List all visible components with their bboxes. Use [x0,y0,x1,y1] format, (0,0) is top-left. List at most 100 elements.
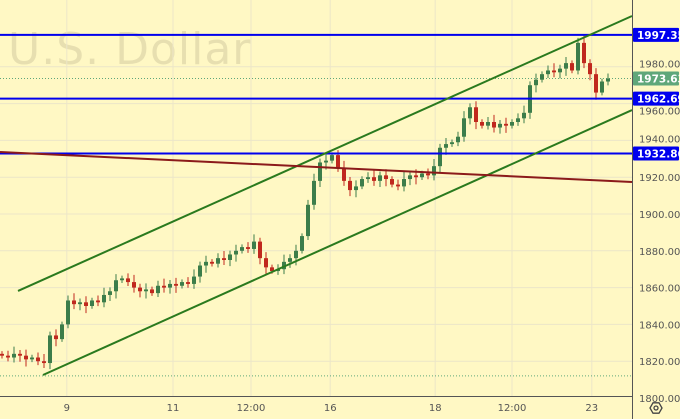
candle-body [480,122,484,126]
candle-body [102,294,106,303]
candle-body [0,353,4,356]
current-price-badge [633,71,679,86]
candle-body [228,254,232,260]
candle-body [78,302,82,305]
candle-body [24,355,28,360]
candle-body [150,289,154,294]
trend-line-channel-upper[interactable] [17,15,633,292]
time-axis [0,397,632,419]
candle-body [474,107,478,122]
candle-body [108,291,112,295]
level-price-badge [633,146,679,161]
current-price-label: 1973.63 [637,74,680,86]
candle-body [84,302,88,306]
candle-body [438,147,442,167]
candle-body [588,63,592,75]
candle-body [330,155,334,161]
candle-body [246,247,250,249]
candle-body [324,160,328,163]
candle-body [114,280,118,292]
candle-body [408,175,412,180]
candle-body [186,282,190,284]
candle-body [456,136,460,143]
candle-body [606,78,610,82]
candle-body [216,258,220,264]
price-tick-label: 1860.00 [639,284,680,295]
time-tick-label: 11 [167,403,180,414]
candle-body [366,177,370,180]
candle-body [576,42,580,71]
candle-body [504,123,508,126]
price-tick-label: 1960.00 [639,107,680,118]
candle-body [288,258,292,262]
price-tick-label: 1920.00 [639,173,680,184]
candle-body [540,74,544,80]
level-price-label: 1932.86 [637,149,680,161]
candle-body [384,175,388,180]
candle-body [402,179,406,187]
candle-body [336,155,340,168]
trend-line-resistance[interactable] [0,150,633,183]
price-tick-label: 1980.00 [639,60,680,71]
level-price-badge [633,27,679,42]
candle-body [360,179,364,187]
time-tick-label: 12:00 [237,403,266,414]
price-axis [633,0,680,419]
candle-body [372,177,376,181]
candle-body [156,285,160,294]
candle-body [432,166,436,176]
candle-body [420,173,424,178]
candle-body [120,278,124,281]
candle-body [30,357,34,360]
candle-body [390,179,394,185]
candle-body [12,353,16,358]
candle-body [516,118,520,122]
candle-body [234,250,238,255]
candle-body [192,276,196,284]
candle-body [348,180,352,191]
trend-line-channel-lower[interactable] [42,109,633,376]
price-tick-label: 1900.00 [639,210,680,221]
candle-body [450,142,454,145]
candle-body [552,70,556,73]
candle-body [468,107,472,119]
candle-body [462,118,466,137]
price-tick-label: 1940.00 [639,135,680,146]
candle-body [168,283,172,288]
candle-body [60,324,64,340]
price-tick-label: 1820.00 [639,357,680,368]
candle-body [396,184,400,187]
candle-body [546,70,550,75]
settings-icon[interactable] [649,402,663,414]
time-tick-label: 12:00 [498,403,527,414]
candle-body [144,289,148,292]
candle-body [90,300,94,306]
price-tick-label: 1880.00 [639,247,680,258]
candle-body [132,282,136,288]
price-tick-label: 1840.00 [639,320,680,331]
candle-body [66,300,70,325]
candle-body [36,357,40,362]
candle-body [252,241,256,249]
level-price-label: 1962.69 [637,94,680,106]
candle-body [444,144,448,148]
candle-body [270,267,274,272]
candle-body [222,258,226,260]
candle-body [594,74,598,93]
candle-body [210,261,214,264]
candle-body [318,162,322,181]
candle-body [498,123,502,128]
candle-body [414,175,418,178]
candle-body [378,175,382,181]
candle-body [426,173,430,176]
candle-body [534,79,538,86]
candle-body [48,335,52,364]
price-tick-label: 1800.00 [639,394,680,405]
candle-body [258,241,262,259]
candle-body [198,265,202,277]
candle-body [264,258,268,268]
candle-body [600,81,604,93]
candle-body [492,122,496,128]
